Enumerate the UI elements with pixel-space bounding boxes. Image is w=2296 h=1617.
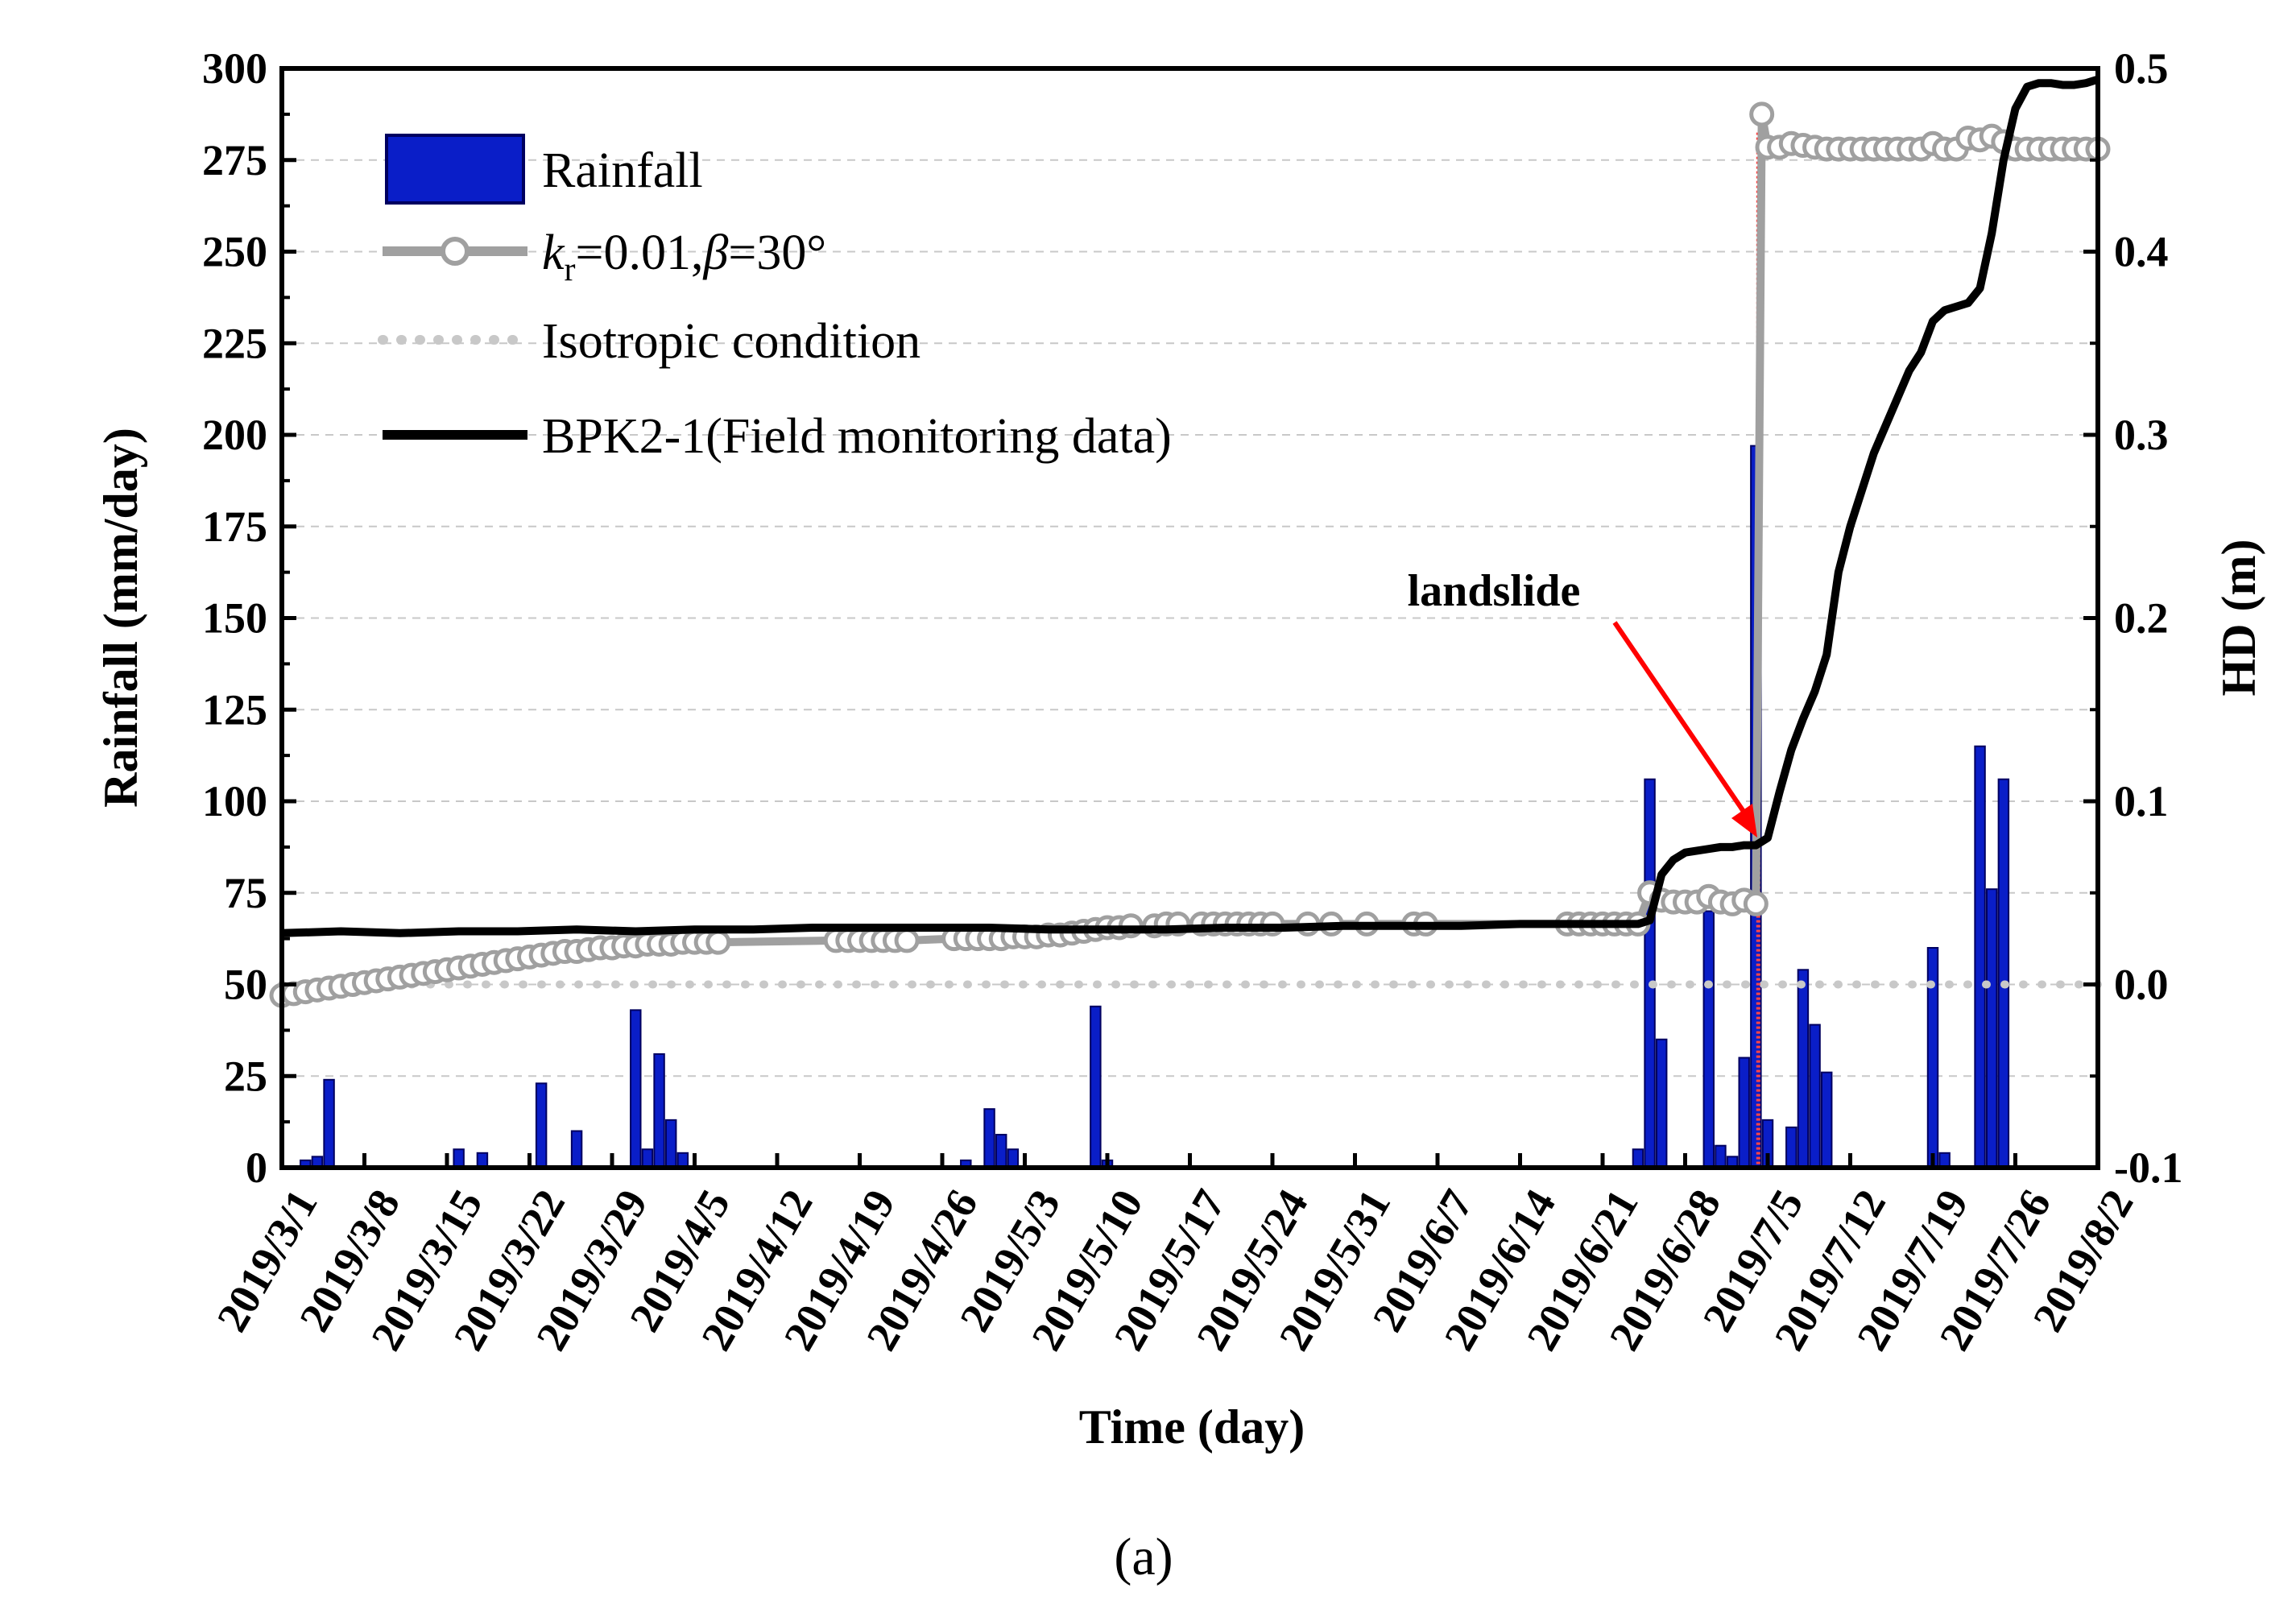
simulated-point <box>1743 891 1769 916</box>
rainfall-bar <box>664 1119 677 1168</box>
rainfall-bar <box>1655 1038 1668 1168</box>
field-monitoring-line <box>281 75 2099 937</box>
rainfall-bar <box>1797 969 1810 1169</box>
landslide-arrow-head <box>1731 804 1757 837</box>
figure-caption: (a) <box>1114 1528 1173 1586</box>
x-axis-title: Time (day) <box>1079 1400 1305 1454</box>
y-left-tick-label: 275 <box>202 136 267 184</box>
legend-label-simulated-end: =30° <box>728 225 826 280</box>
legend-label-simulated: kr=0.01,β=30° <box>542 225 826 288</box>
legend-marker-simulated <box>441 237 470 266</box>
rainfall-bar <box>1997 778 2010 1168</box>
rainfall-bar <box>1738 1057 1750 1168</box>
y-left-tick-label: 75 <box>224 869 267 917</box>
y-left-tick-label: 225 <box>202 319 267 367</box>
legend-label-simulated-mid: =0.01, <box>576 225 704 280</box>
rainfall-bar <box>995 1134 1007 1169</box>
rainfall-bar <box>1644 778 1656 1168</box>
rainfall-bar <box>653 1052 665 1168</box>
y-right-tick-label: 0.0 <box>2114 961 2169 1009</box>
simulated-point <box>1749 101 1775 127</box>
y-left-tick-label: 100 <box>202 777 267 825</box>
y-left-tick-label: 175 <box>202 502 267 551</box>
legend-label-field: BPK2-1(Field monitoring data) <box>542 409 1172 464</box>
legend-label-simulated-k: k <box>542 225 565 280</box>
y-left-tick-label: 25 <box>224 1052 267 1100</box>
rainfall-bar <box>1715 1144 1727 1168</box>
rainfall-bar <box>630 1009 642 1168</box>
landslide-label: landslide <box>1408 566 1581 616</box>
y-left-tick-label: 125 <box>202 685 267 734</box>
y-left-tick-label: 300 <box>202 44 267 93</box>
rainfall-bar <box>1809 1024 1821 1169</box>
y-right-tick-label: -0.1 <box>2114 1143 2182 1192</box>
rainfall-bar <box>1090 1005 1102 1169</box>
rainfall-bar <box>570 1130 583 1168</box>
legend-label-simulated-sub: r <box>565 251 576 288</box>
y-right-tick-label: 0.2 <box>2114 594 2169 643</box>
landslide-arrow <box>1612 621 1750 819</box>
legend-label-simulated-beta: β <box>703 225 729 280</box>
y-left-tick-label: 250 <box>202 228 267 276</box>
axes: 0 25 50 75 100 125 150 175 200 225 250 275 300 -0.1 0.… <box>202 44 2182 1359</box>
rainfall-bar <box>1785 1126 1797 1168</box>
rainfall-bar <box>1632 1148 1644 1168</box>
rainfall-bar <box>1820 1071 1833 1168</box>
rainfall-bar <box>983 1108 995 1168</box>
y-right-tick-label: 0.4 <box>2114 228 2169 276</box>
grid-layer <box>282 159 2098 1077</box>
y-right-tick-label: 0.5 <box>2114 44 2169 93</box>
simulated-point <box>894 928 920 953</box>
rainfall-bar <box>1007 1148 1020 1168</box>
legend-label-rainfall: Rainfall <box>542 143 703 198</box>
y-axis-left-title: Rainfall (mm/day) <box>94 428 147 808</box>
legend-label-isotropic: Isotropic condition <box>542 314 920 369</box>
series-lines <box>269 75 2111 1168</box>
rainfall-bar <box>1702 910 1715 1168</box>
landslide-annotation: landslide <box>1408 566 1757 837</box>
simulated-point <box>705 929 731 955</box>
y-right-tick-label: 0.3 <box>2114 411 2169 459</box>
y-axis-right-title: HD (m) <box>2212 540 2265 697</box>
y-right-tick-label: 0.1 <box>2114 777 2169 825</box>
y-left-tick-label: 50 <box>224 961 267 1009</box>
rainfall-bar <box>641 1148 654 1168</box>
rainfall-bar <box>1985 888 1998 1168</box>
rainfall-bar <box>323 1078 335 1169</box>
rainfall-bar <box>1974 745 1986 1168</box>
legend-swatch-rainfall <box>385 134 525 205</box>
y-left-tick-label: 200 <box>202 411 267 459</box>
rainfall-bar <box>453 1148 465 1168</box>
y-left-tick-label: 0 <box>246 1143 267 1192</box>
legend: Rainfall kr=0.01,β=30° Isotropic conditi… <box>378 134 1172 464</box>
y-left-tick-label: 150 <box>202 594 267 643</box>
rainfall-bar <box>535 1082 548 1168</box>
